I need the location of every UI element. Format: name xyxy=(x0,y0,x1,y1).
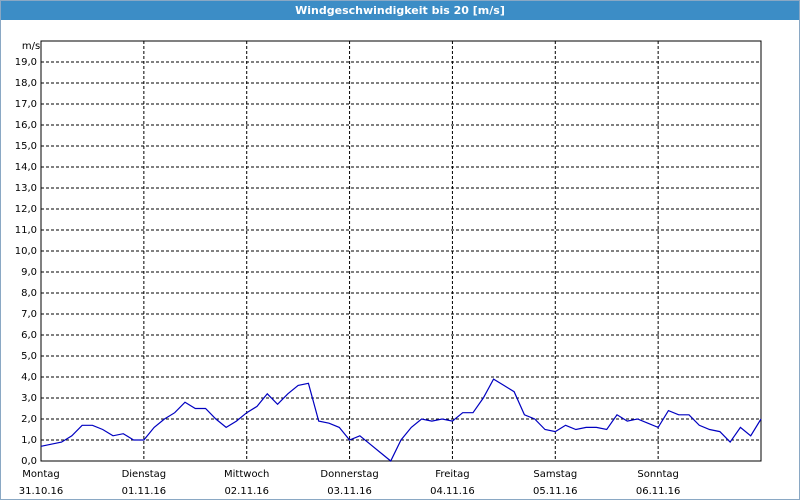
y-tick-label: 6,0 xyxy=(21,330,37,341)
y-tick-label: 0,0 xyxy=(21,456,37,467)
x-tick-weekday: Montag xyxy=(22,469,59,480)
y-axis-label: m/s xyxy=(22,41,40,52)
x-tick-label: 02.11.16 xyxy=(224,486,269,497)
y-tick-label: 18,0 xyxy=(15,78,37,89)
y-tick-label: 5,0 xyxy=(21,351,37,362)
x-tick-label: 06.11.16 xyxy=(636,486,681,497)
chart: m/s 0,0 1,0 2,0 3,0 4,0 5,0 6,0 7,0 8,0 9,0 10,0 11… xyxy=(15,40,762,497)
y-tick-label: 2,0 xyxy=(21,414,37,425)
x-tick-label: 31.10.16 xyxy=(19,486,64,497)
y-tick-label: 11,0 xyxy=(15,225,37,236)
y-tick-label: 10,0 xyxy=(15,246,37,257)
y-tick-label: 8,0 xyxy=(21,288,37,299)
data-line xyxy=(40,378,762,462)
x-tick-label: 01.11.16 xyxy=(122,486,167,497)
y-tick-label: 16,0 xyxy=(15,120,37,131)
y-tick-label: 17,0 xyxy=(15,99,37,110)
y-tick-label: 7,0 xyxy=(21,309,37,320)
y-tick-label: 9,0 xyxy=(21,267,37,278)
y-tick-label: 4,0 xyxy=(21,372,37,383)
y-tick-label: 15,0 xyxy=(15,141,37,152)
x-tick-weekday: Donnerstag xyxy=(320,469,378,480)
x-tick-label: 03.11.16 xyxy=(327,486,372,497)
y-tick-label: 19,0 xyxy=(15,57,37,68)
x-tick-label: 05.11.16 xyxy=(533,486,578,497)
y-tick-label: 3,0 xyxy=(21,393,37,404)
x-tick-weekday: Mittwoch xyxy=(224,469,269,480)
y-tick-label: 12,0 xyxy=(15,204,37,215)
plot-frame xyxy=(40,40,762,462)
y-tick-label: 13,0 xyxy=(15,183,37,194)
title-bar: Windgeschwindigkeit bis 20 [m/s] xyxy=(1,1,799,20)
x-tick-weekday: Dienstag xyxy=(122,469,167,480)
x-tick-weekday: Sonntag xyxy=(637,469,679,480)
x-tick-weekday: Freitag xyxy=(435,469,469,480)
x-tick-weekday: Samstag xyxy=(533,469,577,480)
x-tick-label: 04.11.16 xyxy=(430,486,475,497)
y-tick-label: 1,0 xyxy=(21,435,37,446)
y-tick-label: 14,0 xyxy=(15,162,37,173)
